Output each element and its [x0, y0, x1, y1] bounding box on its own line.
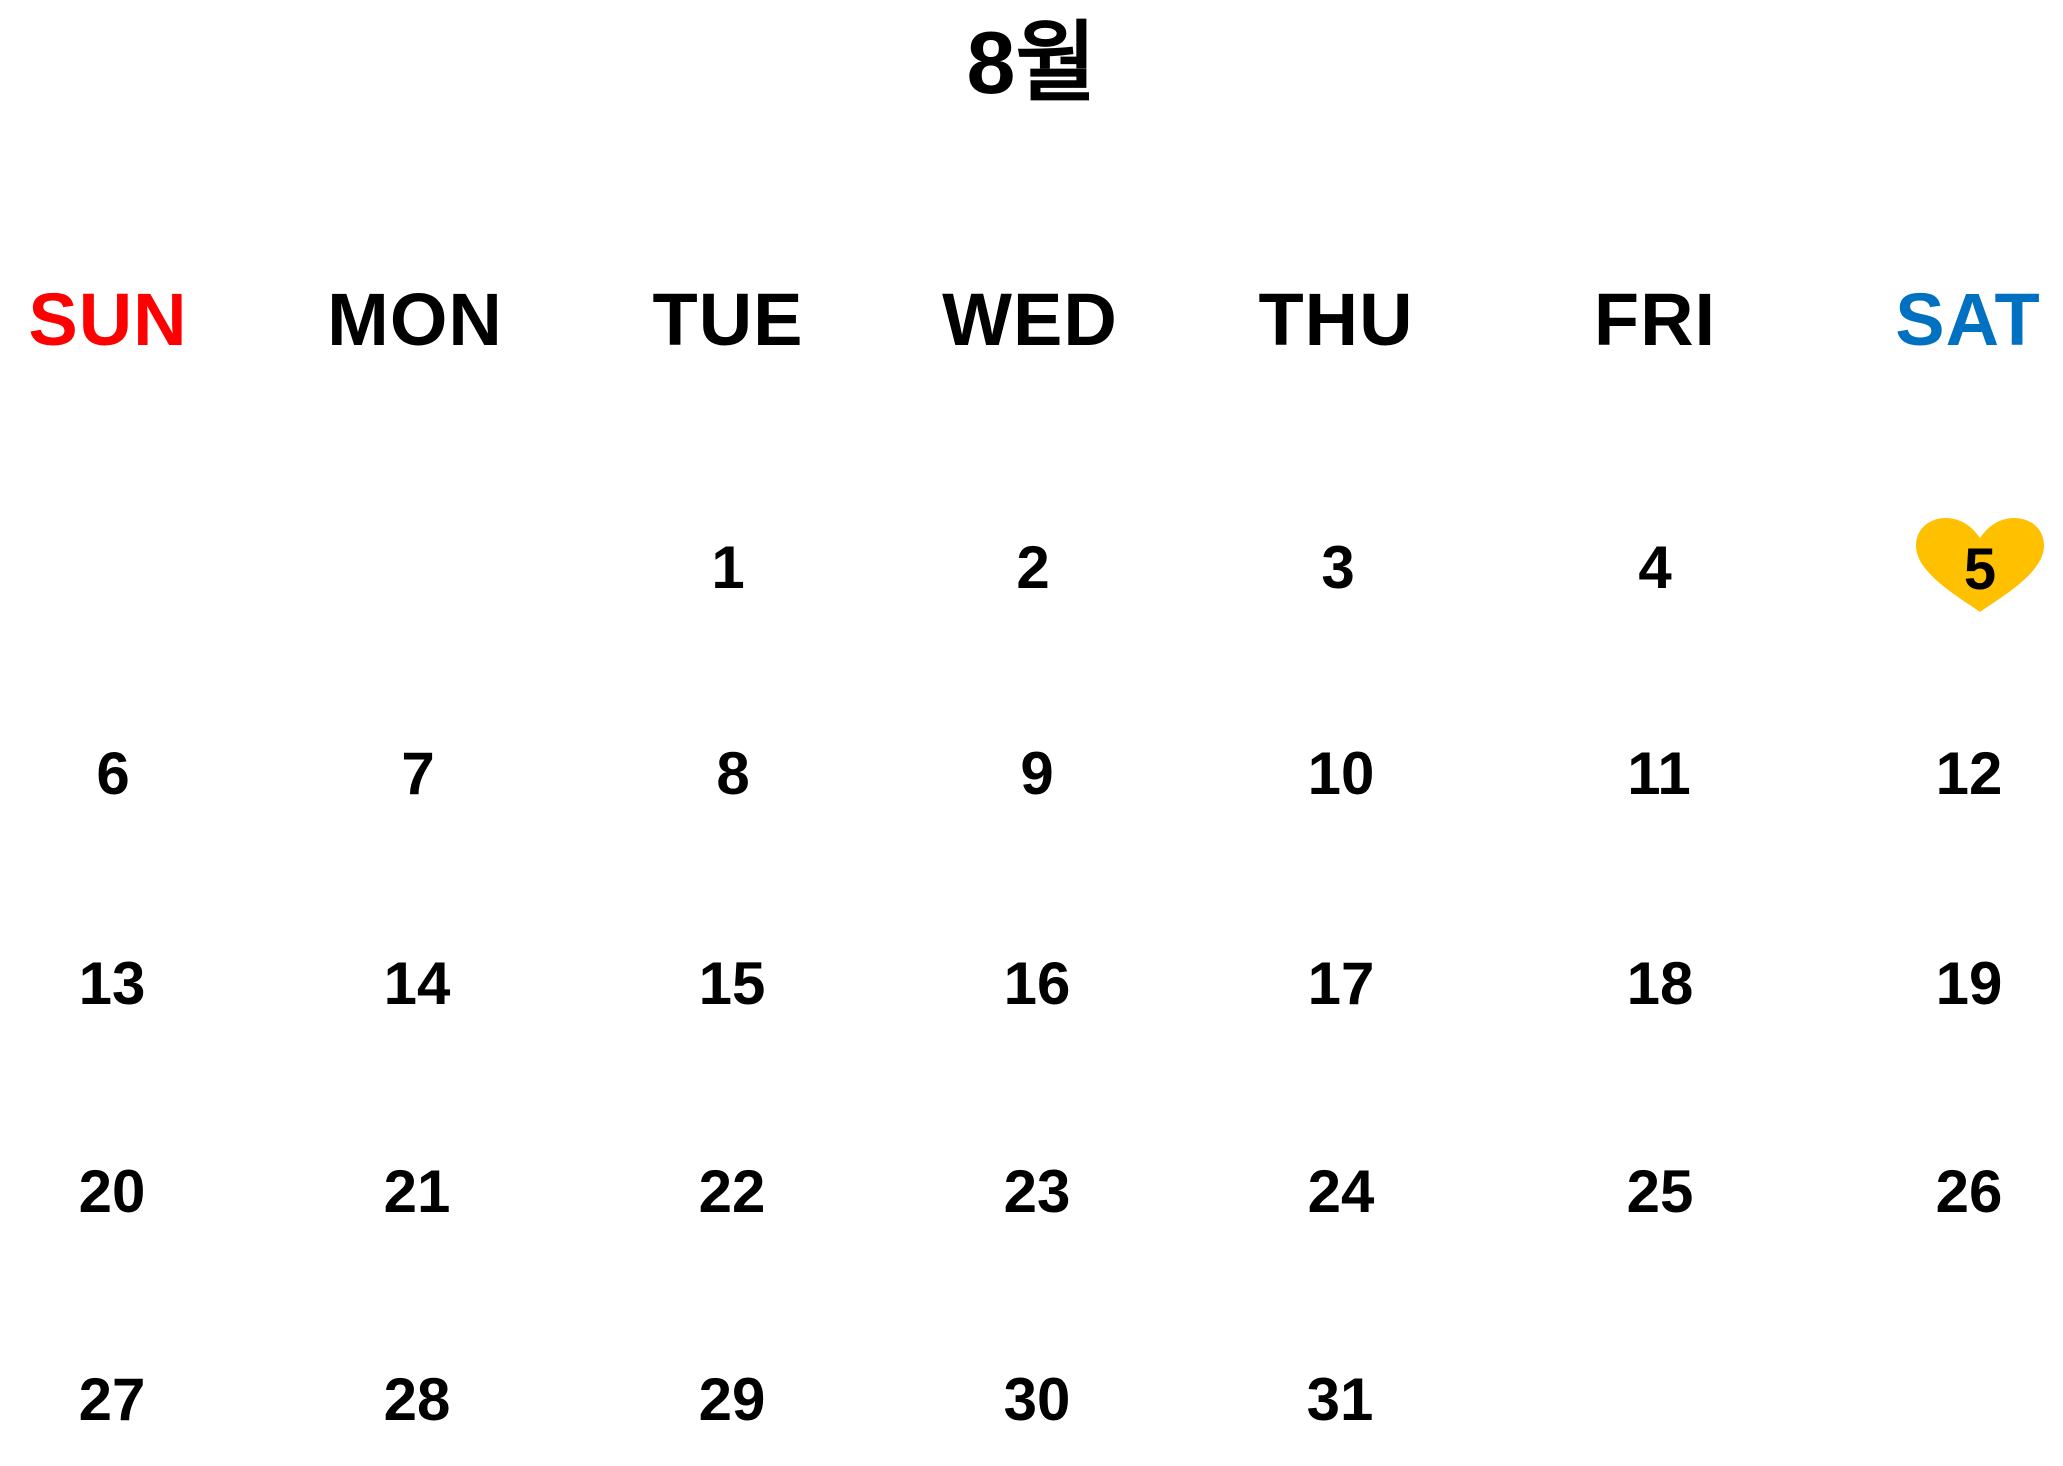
day-cell: 10 — [1307, 740, 1375, 807]
day-cell: 30 — [1003, 1366, 1071, 1433]
day-cell: 22 — [698, 1158, 766, 1225]
day-cell: 12 — [1935, 740, 2003, 807]
day-cell: 6 — [96, 740, 130, 807]
weekday-mon: MON — [327, 278, 503, 361]
day-cell: 15 — [698, 950, 766, 1017]
day-cell: 2 — [1016, 534, 1050, 601]
day-cell: 18 — [1626, 950, 1694, 1017]
weekday-header: SUN MON TUE WED THU FRI SAT — [0, 270, 2063, 370]
day-cell: 24 — [1307, 1158, 1375, 1225]
day-cell: 28 — [383, 1366, 451, 1433]
day-cell: 11 — [1627, 740, 1691, 807]
weekday-tue: TUE — [652, 278, 804, 361]
day-cell: 3 — [1321, 534, 1355, 601]
day-cell: 8 — [716, 740, 750, 807]
day-cell: 16 — [1003, 950, 1071, 1017]
day-cell: 31 — [1306, 1366, 1374, 1433]
weekday-wed: WED — [942, 278, 1118, 361]
weekday-sat: SAT — [1895, 278, 2041, 361]
month-title: 8월 — [966, 13, 1097, 112]
weekday-thu: THU — [1258, 278, 1414, 361]
weekday-sun: SUN — [28, 278, 188, 361]
day-cell: 13 — [78, 950, 146, 1017]
weekday-fri: FRI — [1593, 278, 1717, 361]
day-cell: 7 — [401, 740, 435, 807]
day-cell: 4 — [1638, 534, 1672, 601]
heart-icon — [1916, 518, 2044, 612]
day-cell: 9 — [1020, 740, 1054, 807]
day-cell: 17 — [1307, 950, 1375, 1017]
day-cell: 20 — [78, 1158, 146, 1225]
day-cell: 27 — [78, 1366, 146, 1433]
day-cell: 29 — [698, 1366, 766, 1433]
day-cell: 25 — [1626, 1158, 1694, 1225]
day-cell: 21 — [383, 1158, 451, 1225]
day-cell: 23 — [1003, 1158, 1071, 1225]
day-cell: 1 — [711, 534, 745, 601]
day-cell: 19 — [1935, 950, 2003, 1017]
highlighted-day: 5 — [1963, 537, 1997, 602]
day-cell: 14 — [383, 950, 451, 1017]
day-cell: 26 — [1935, 1158, 2003, 1225]
